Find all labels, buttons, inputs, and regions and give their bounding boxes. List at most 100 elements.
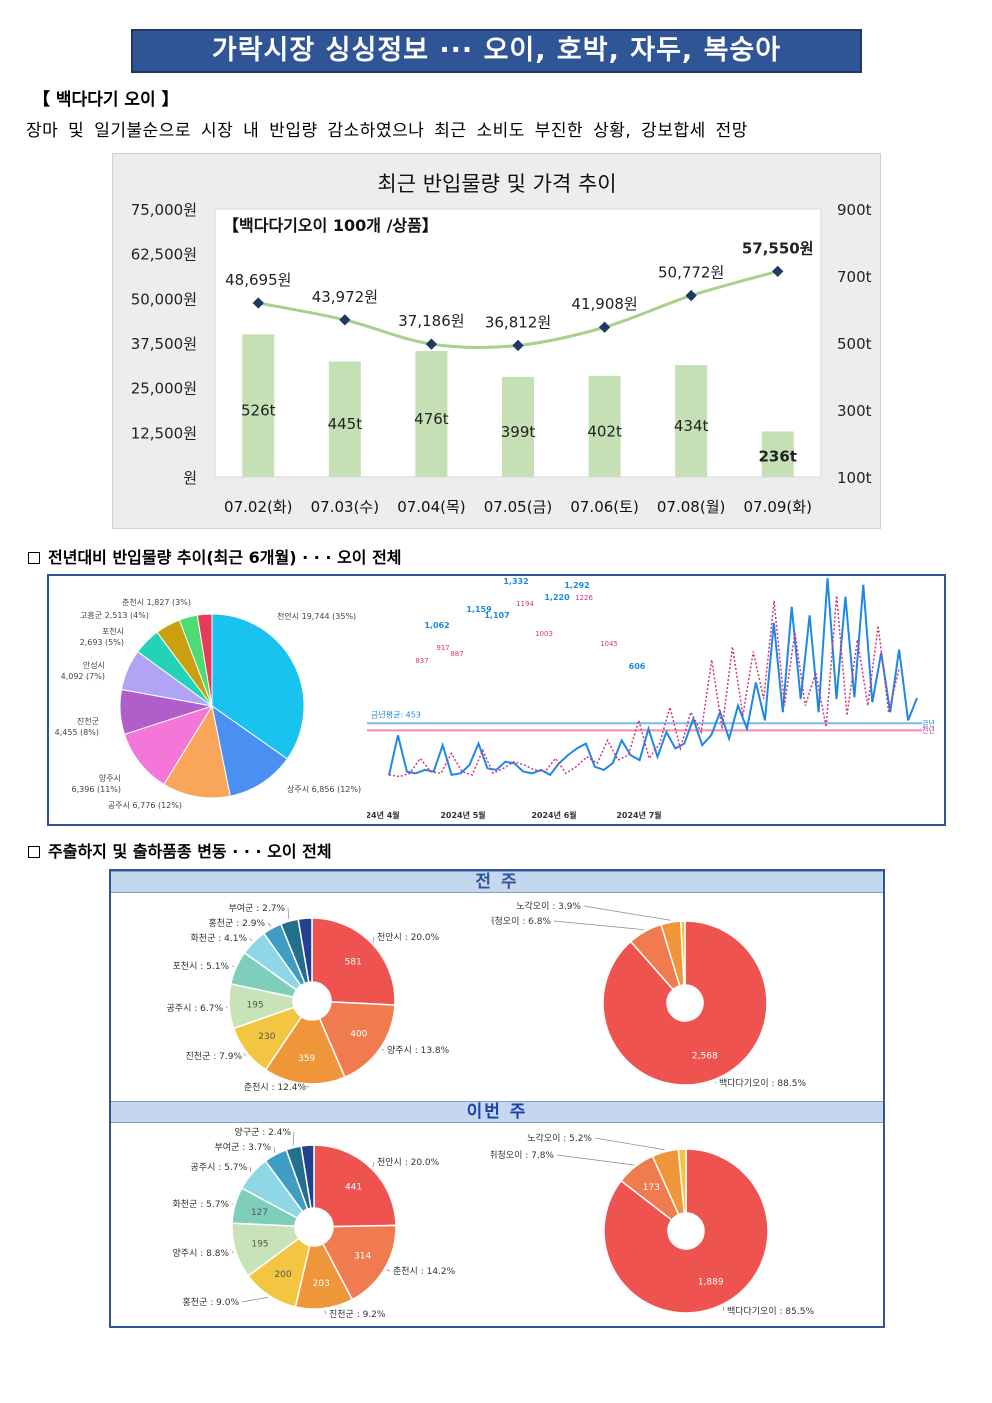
donut-slice	[300, 1144, 315, 1210]
price-label: 37,186원	[398, 312, 464, 330]
donut-value-label: 581	[345, 958, 362, 968]
price-marker	[598, 321, 611, 333]
donut-label: 진천군 : 9.2%	[329, 1309, 386, 1320]
donut-leader	[583, 905, 671, 921]
section-heading-origins: 주출하지 및 출하품종 변동 · · · 오이 전체	[28, 838, 332, 862]
pie-label: 춘천시 1,827 (3%)	[122, 597, 191, 607]
donut-leader	[386, 1269, 391, 1272]
donut-leader	[292, 1131, 295, 1146]
price-marker	[339, 314, 351, 326]
price-marker	[252, 297, 264, 309]
donut-leader	[381, 1049, 385, 1051]
section-heading-volume: 전년대비 반입물량 추이(최근 6개월) · · · 오이 전체	[28, 544, 402, 568]
donut-leader	[556, 1154, 635, 1166]
x-tick-label: 07.08(월)	[657, 498, 725, 516]
donut-leader	[303, 1085, 310, 1088]
donut-leader	[714, 1081, 717, 1084]
donut-leader	[372, 1161, 375, 1168]
y-left-tick: 25,000원	[131, 380, 197, 398]
y-left-tick: 50,000원	[131, 290, 197, 308]
this-week-label: 이번 주	[466, 1102, 528, 1122]
checkbox-icon	[28, 846, 40, 858]
donut-label: 공주시 : 6.7%	[167, 1003, 224, 1014]
x-tick-label: 2024년 4월	[367, 810, 400, 820]
donut-leader	[231, 1203, 234, 1205]
price-label: 50,772원	[658, 264, 724, 282]
donut-leader	[241, 1296, 268, 1303]
prev-week-label: 전 주	[475, 872, 519, 892]
this-week-variety-donut: 1,889 백다다기오이 : 85.5% 173 취청오이 : 7.8% 노각오이 : …	[491, 1132, 814, 1317]
pie-label: 6,396 (11%)	[72, 785, 121, 794]
prev-peak-label: 837	[415, 657, 428, 665]
donut-label: 춘천시 : 14.2%	[393, 1266, 456, 1277]
price-label: 48,695원	[225, 271, 291, 289]
x-tick-label: 2024년 7월	[616, 810, 661, 820]
page-title: 가락시장 싱싱정보 ··· 오이, 호박, 자두, 복숭아	[211, 35, 782, 66]
volume-bar-label: 526t	[241, 402, 276, 420]
donut-leader	[231, 965, 235, 968]
pie-slice	[211, 704, 288, 797]
y-left-tick: 12,500원	[131, 424, 197, 442]
peak-label: 1,159	[466, 605, 492, 614]
donut-label: 양구군 : 2.4%	[235, 1127, 292, 1138]
pie-slice	[163, 704, 231, 799]
prev-peak-label: 1045	[600, 640, 618, 648]
donut-leader	[553, 920, 645, 931]
donut-slice	[321, 1224, 397, 1301]
donut-value-label: 195	[251, 1239, 268, 1249]
donut-slice	[311, 917, 396, 1006]
pie-label: 천안시 19,744 (35%)	[277, 611, 356, 621]
pie-slice	[211, 613, 305, 760]
pie-label: 2,693 (5%)	[80, 638, 124, 647]
pie-label: 양주시	[99, 774, 121, 783]
volume-bar	[675, 365, 708, 477]
donut-label: 노각오이 : 5.2%	[527, 1132, 592, 1144]
donut-label: 양주시 : 13.8%	[387, 1045, 450, 1056]
donut-value-label: 200	[274, 1270, 291, 1280]
donut-value-label: 173	[643, 1183, 660, 1193]
pie-label: 상주시 6,856 (12%)	[287, 784, 361, 794]
donut-slice	[318, 1001, 396, 1079]
donut-label: 부여군 : 3.7%	[215, 1141, 272, 1153]
prev-peak-label: 1194	[516, 600, 534, 608]
peak-label: 1,220	[544, 593, 570, 602]
checkbox-icon	[28, 552, 40, 564]
donut-label: 화천군 : 5.7%	[173, 1199, 230, 1210]
chart-title: 최근 반입물량 및 가격 추이	[377, 172, 616, 196]
origin-variety-panel: 전 주 581 천안시 : 20.0% 400 양주시 : 13.8% 359 춘천시 :…	[109, 869, 885, 1328]
donut-leader	[249, 1166, 251, 1172]
donut-value-label: 314	[354, 1252, 371, 1262]
volume-bar-label: 399t	[501, 423, 536, 441]
volume-bar-label: 402t	[587, 422, 622, 440]
volume-bar	[415, 351, 448, 477]
peak-label: 606	[629, 662, 646, 671]
donut-value-label: 195	[247, 1001, 264, 1011]
prev-peak-label: 917	[436, 644, 449, 652]
volume-bar-label: 476t	[414, 410, 449, 428]
legend-current: 금년	[922, 718, 935, 727]
x-tick-label: 07.06(토)	[570, 498, 638, 516]
volume-bar-label: 236t	[758, 447, 796, 465]
donut-label: 백다다기오이 : 85.5%	[727, 1306, 814, 1317]
donut-leader	[324, 1310, 327, 1315]
x-tick-label: 07.05(금)	[484, 498, 552, 516]
section-description: 장마 및 일기불순으로 시장 내 반입량 감소하였으나 최근 소비도 부진한 상…	[26, 121, 748, 141]
prev-week-origin-donut: 581 천안시 : 20.0% 400 양주시 : 13.8% 359 춘천시 : 12.…	[167, 902, 450, 1093]
prev-week-band: 전 주	[111, 871, 883, 893]
y-right-tick: 700t	[837, 268, 872, 286]
pie-label: 4,092 (7%)	[61, 672, 105, 681]
donut-value-label: 127	[251, 1208, 268, 1218]
donut-label: 백다다기오이 : 88.5%	[719, 1078, 806, 1089]
x-tick-label: 2024년 5월	[440, 810, 485, 820]
donut-label: 취청오이 : 6.8%	[491, 916, 551, 927]
section-heading-origins-text: 주출하지 및 출하품종 변동 · · · 오이 전체	[48, 842, 332, 861]
price-label: 36,812원	[485, 313, 551, 331]
origin-share-pie: 천안시 19,744 (35%) 상주시 6,856 (12%) 공주시 6,776…	[55, 597, 361, 810]
donut-label: 천안시 : 20.0%	[377, 1157, 440, 1168]
donut-value-label: 2,568	[692, 1051, 718, 1061]
x-tick-label: 07.02(화)	[224, 498, 292, 516]
prev-peak-label: 1226	[575, 594, 593, 602]
y-right-tick: 900t	[837, 201, 872, 219]
y-left-tick: 75,000원	[131, 201, 197, 219]
